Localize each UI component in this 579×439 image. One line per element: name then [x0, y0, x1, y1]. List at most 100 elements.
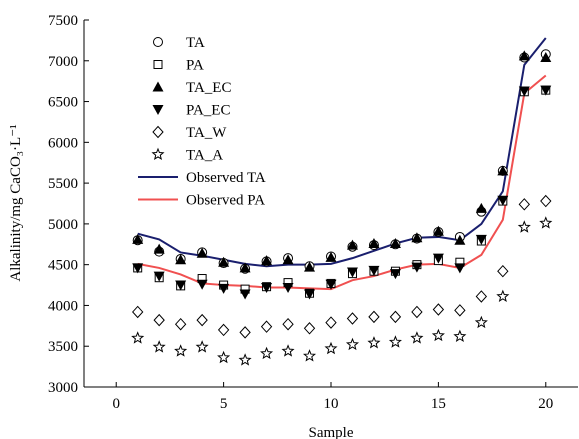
- legend-marker-ta: [153, 37, 163, 47]
- point-pa-ec: [282, 283, 294, 294]
- point-ta-a: [324, 341, 338, 355]
- legend-label-observed-pa: Observed PA: [186, 193, 265, 209]
- axis-ticks: 0 5 10 15 20 3000 3500 4000 4500 5000 5500 6000 6500…: [48, 13, 553, 412]
- series-pa-ec: [132, 85, 552, 300]
- point-ta-ec: [282, 254, 294, 265]
- x-tick-label: 0: [112, 396, 120, 412]
- point-ta-w: [411, 305, 423, 319]
- x-tick-label: 5: [220, 396, 228, 412]
- point-pa-ec: [175, 280, 187, 291]
- point-ta-a: [345, 337, 360, 351]
- point-ta-a: [238, 353, 252, 366]
- series-line-observed-pa: [137, 74, 547, 291]
- legend-marker-ta-ec: [152, 81, 164, 92]
- legend-marker-pa: [153, 60, 163, 69]
- plot-area: [131, 37, 553, 366]
- point-ta-ec: [454, 234, 466, 245]
- point-ta-ec: [239, 262, 251, 273]
- series-ta-ec: [132, 50, 552, 273]
- point-ta-a: [431, 328, 445, 342]
- point-ta-w: [518, 198, 530, 211]
- point-ta-w: [540, 194, 552, 208]
- y-tick-label: 6500: [48, 95, 78, 111]
- y-tick-label: 3500: [48, 339, 78, 355]
- point-ta-w: [239, 326, 251, 339]
- point-ta-w: [196, 313, 208, 327]
- point-pa-ec: [540, 85, 552, 96]
- point-ta-ec: [175, 254, 187, 265]
- point-ta-ec: [389, 237, 401, 248]
- point-ta-ec: [346, 239, 358, 250]
- legend-label-ta-a: TA_A: [186, 148, 223, 164]
- point-ta-w: [389, 310, 402, 324]
- legend-label-ta-ec: TA_EC: [186, 80, 231, 96]
- point-ta-a: [174, 344, 188, 357]
- legend-label-pa-ec: PA_EC: [186, 103, 230, 119]
- legend-marker-ta-a: [151, 147, 165, 161]
- point-ta-ec: [432, 225, 444, 236]
- point-ta-a: [367, 336, 381, 349]
- x-tick-label: 20: [538, 396, 553, 412]
- point-pa-ec: [475, 234, 487, 245]
- point-ta-a: [195, 340, 209, 353]
- series-ta-w: [132, 194, 552, 339]
- point-pa-ec: [153, 271, 165, 282]
- point-ta-ec: [325, 251, 337, 262]
- point-ta-w: [368, 310, 380, 324]
- point-ta-ec: [218, 256, 230, 267]
- point-ta-a: [388, 335, 402, 348]
- point-ta-a: [281, 344, 295, 357]
- point-pa-ec: [497, 195, 509, 206]
- y-tick-label: 3000: [48, 380, 78, 396]
- point-ta-a: [152, 340, 166, 353]
- legend-label-pa: PA: [186, 58, 204, 74]
- point-ta-w: [325, 316, 337, 329]
- x-tick-label: 10: [324, 396, 339, 412]
- point-ta-w: [132, 305, 144, 319]
- y-tick-label: 4500: [48, 258, 78, 274]
- point-pa-ec: [196, 279, 208, 290]
- y-tick-label: 4000: [48, 298, 78, 314]
- point-pa-ec: [261, 283, 273, 294]
- point-ta-ec: [196, 247, 208, 258]
- point-pa-ec: [411, 262, 423, 273]
- point-ta-w: [282, 317, 294, 331]
- legend-label-ta: TA: [186, 35, 205, 51]
- point-ta-ec: [497, 165, 509, 176]
- y-tick-label: 7500: [48, 13, 78, 29]
- point-pa-ec: [389, 269, 401, 280]
- point-ta-a: [260, 346, 274, 360]
- series-ta-a: [131, 216, 553, 366]
- point-pa-ec: [368, 265, 380, 276]
- point-ta-a: [496, 289, 510, 303]
- legend-marker-ta-w: [152, 125, 164, 139]
- point-ta-a: [474, 315, 488, 329]
- point-ta-a: [217, 350, 231, 364]
- point-ta-ec: [540, 52, 552, 63]
- point-ta-ec: [153, 243, 165, 254]
- point-ta-w: [454, 304, 466, 317]
- x-tick-label: 15: [431, 396, 446, 412]
- point-pa-ec: [218, 283, 230, 294]
- point-ta-ec: [304, 261, 316, 272]
- point-pa-ec: [432, 253, 444, 264]
- point-pa-ec: [325, 279, 337, 290]
- point-ta-a: [131, 331, 145, 344]
- x-axis-label: Sample: [309, 425, 354, 439]
- point-ta-ec: [261, 255, 273, 266]
- legend-marker-pa-ec: [152, 105, 164, 115]
- legend-label-ta-w: TA_W: [186, 125, 227, 141]
- point-ta-w: [346, 312, 359, 325]
- point-pa-ec: [454, 263, 466, 274]
- point-pa-ec: [304, 289, 316, 300]
- y-tick-label: 5000: [48, 217, 78, 233]
- point-pa-ec: [346, 267, 358, 278]
- point-ta-w: [174, 317, 187, 331]
- point-ta-ec: [411, 232, 423, 243]
- point-ta-a: [410, 331, 424, 344]
- point-ta-w: [475, 290, 488, 303]
- point-ta-ec: [475, 202, 487, 213]
- point-ta-w: [497, 264, 509, 278]
- y-tick-label: 5500: [48, 176, 78, 192]
- point-ta-ec: [132, 233, 144, 244]
